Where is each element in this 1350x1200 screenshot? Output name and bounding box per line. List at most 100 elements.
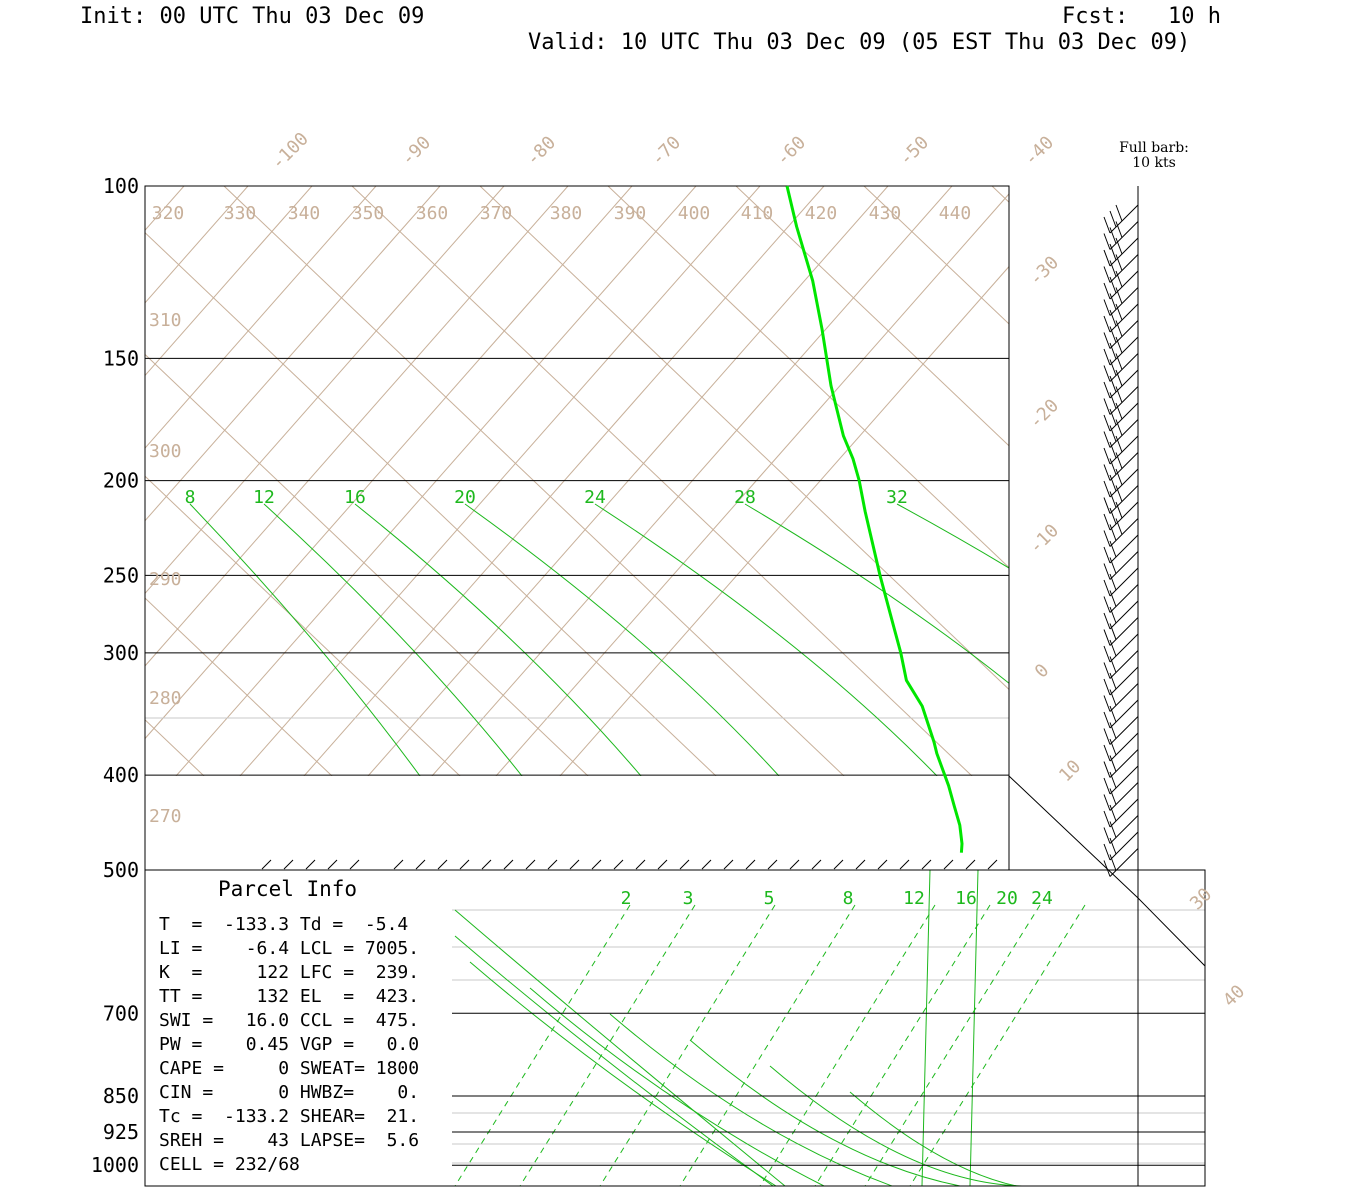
wind-barb-feather	[1109, 804, 1117, 822]
parcel-info-row: T = -133.3 Td = -5.4	[159, 914, 408, 935]
tick-mark	[327, 859, 338, 870]
isotherm-label: -10	[1025, 520, 1063, 558]
tick-mark	[899, 859, 910, 870]
isotherm-label: -50	[895, 132, 933, 170]
tick-mark	[261, 859, 272, 870]
wind-barb-feather	[1115, 254, 1123, 271]
wind-barb	[1103, 270, 1139, 300]
mixing-ratio-label: 3	[683, 888, 694, 909]
wind-barb	[1103, 650, 1139, 679]
tick-mark	[503, 859, 514, 870]
wind-barb	[1103, 254, 1139, 283]
pressure-label: 1000	[91, 1153, 139, 1177]
wind-barb-staff	[1109, 320, 1139, 349]
mixing-ratio-line	[679, 904, 856, 1186]
wind-barb-staff	[1109, 600, 1139, 630]
wind-barb-feather	[1103, 612, 1111, 630]
wind-barb-staff	[1109, 336, 1139, 366]
barb-note-line-2: 10 kts	[1132, 155, 1176, 171]
wind-barb-feather	[1103, 678, 1111, 696]
tick-mark	[877, 859, 888, 870]
tick-mark	[833, 859, 844, 870]
isotherm-label: -20	[1025, 395, 1063, 433]
wind-barb	[1103, 782, 1139, 811]
wind-barbs	[1103, 204, 1139, 877]
parcel-info-box: Parcel Info T = -133.3 Td = -5.4 LI = -6.…	[159, 877, 419, 1175]
wind-barb	[1103, 221, 1139, 250]
mixing-ratio-label: 16	[344, 487, 366, 508]
tick-mark	[481, 859, 492, 870]
moist-adiabat-line	[609, 1013, 893, 1186]
parcel-info-row: SWI = 16.0 CCL = 475.	[159, 1010, 419, 1031]
wind-barb-staff	[1109, 303, 1139, 333]
wind-barb-feather	[1103, 794, 1111, 811]
wind-barb-feather	[1103, 579, 1111, 597]
isotherm-label: -30	[1025, 252, 1063, 290]
mixing-ratio-label: 12	[253, 487, 275, 508]
wind-barb-feather	[1109, 656, 1117, 673]
isotherm-line	[0, 186, 76, 776]
moist-adiabat-line	[464, 503, 780, 776]
pressure-label: 700	[103, 1001, 139, 1025]
wind-barb-feather	[1109, 639, 1117, 657]
wind-barb-staff	[1109, 848, 1139, 877]
wind-barb-feather	[1109, 326, 1117, 343]
moist-adiabat-line	[849, 1091, 1096, 1186]
wind-barb-feather	[1103, 332, 1111, 349]
wind-barb	[1103, 435, 1139, 465]
wind-barb-feather	[1109, 557, 1117, 574]
isentrope-label: 330	[224, 203, 257, 224]
wind-barb	[1103, 468, 1139, 498]
wind-barb-feather	[1109, 375, 1117, 393]
wind-barb-staff	[1109, 831, 1139, 861]
parcel-info-row: PW = 0.45 VGP = 0.0	[159, 1034, 419, 1055]
wind-barb-staff	[1109, 551, 1139, 580]
wind-barb	[1103, 386, 1139, 415]
isentrope-label: 380	[550, 203, 583, 224]
moist-adiabat-line	[969, 870, 979, 1186]
wind-barb-feather	[1115, 237, 1123, 255]
wind-barb-staff	[1109, 567, 1139, 597]
wind-barb	[1103, 419, 1139, 448]
wind-barb-feather	[1115, 287, 1123, 304]
wind-barb-feather	[1115, 485, 1123, 502]
wind-barb-feather	[1109, 590, 1117, 607]
wind-barb-staff	[1109, 518, 1139, 547]
parcel-info-row: K = 122 LFC = 239.	[159, 962, 419, 983]
isotherm-line	[1120, 186, 1350, 776]
wind-barb-feather	[1103, 464, 1111, 481]
wind-barb-feather	[1115, 336, 1123, 354]
moist-adiabat-line	[454, 935, 774, 1186]
tick-mark	[547, 859, 558, 870]
wind-barb-feather	[1103, 777, 1111, 795]
wind-barb-staff	[1109, 485, 1139, 514]
tick-mark	[635, 859, 646, 870]
wind-barb	[1103, 336, 1139, 366]
parcel-info-row: SREH = 43 LAPSE= 5.6	[159, 1130, 419, 1151]
isentrope-label: 300	[149, 441, 182, 462]
mixing-ratio-line	[759, 904, 936, 1186]
wind-barb	[1103, 633, 1139, 663]
wind-barb-feather	[1103, 843, 1111, 861]
isotherm-label: -80	[522, 132, 560, 170]
moist-adiabat-line	[529, 987, 825, 1186]
init-time: Init: 00 UTC Thu 03 Dec 09	[80, 4, 425, 29]
wind-barb-staff	[1109, 633, 1139, 663]
moist-adiabat-line	[454, 909, 786, 1186]
moist-adiabat-line	[189, 503, 421, 776]
wind-barb-feather	[1115, 386, 1123, 403]
parcel-info-row: Tc = -133.2 SHEAR= 21.	[159, 1106, 419, 1127]
pressure-label: 400	[103, 763, 139, 787]
wind-barb-feather	[1115, 501, 1123, 519]
wind-barb-staff	[1109, 666, 1139, 696]
wind-barb	[1103, 617, 1139, 646]
mixing-ratio-label: 8	[843, 888, 854, 909]
wind-barb-staff	[1109, 650, 1139, 679]
wind-barb-feather	[1109, 755, 1117, 772]
parcel-info-row: CIN = 0 HWBZ= 0.	[159, 1082, 419, 1103]
wind-barb-feather	[1109, 524, 1117, 541]
wind-barb-feather	[1115, 369, 1123, 387]
wind-barb	[1103, 848, 1139, 877]
isotherm-label: 40	[1219, 981, 1249, 1011]
wind-barb-feather	[1103, 299, 1111, 316]
